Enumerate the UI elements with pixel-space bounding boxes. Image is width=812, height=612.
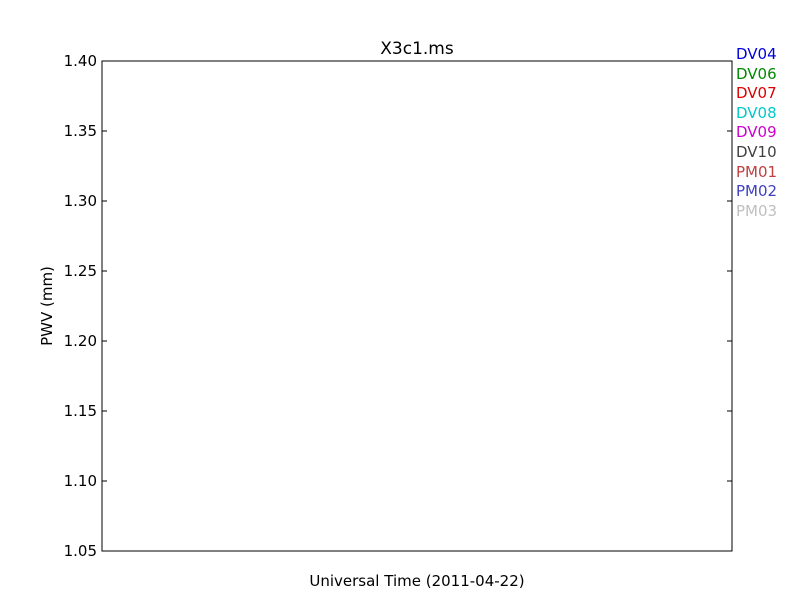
legend-item-dv06: DV06 (736, 64, 777, 83)
y-tick-label: 1.10 (64, 472, 97, 490)
y-tick-label: 1.30 (64, 192, 97, 210)
y-tick-label: 1.20 (64, 332, 97, 350)
legend-item-dv08: DV08 (736, 103, 777, 122)
axes: 1.051.101.151.201.251.301.351.4000:3001:… (64, 52, 732, 560)
x-axis-label: Universal Time (2011-04-22) (309, 572, 524, 590)
y-tick-label: 1.15 (64, 402, 97, 420)
y-tick-label: 1.35 (64, 122, 97, 140)
plot-frame (101, 60, 733, 552)
legend-item-pm01: PM01 (736, 162, 778, 181)
chart-title: X3c1.ms (380, 39, 454, 59)
legend: DV04 DV06 DV07 DV08 DV09 DV10 PM01 PM02 PM03 (736, 45, 777, 221)
legend-item-pm03: PM03 (736, 201, 778, 220)
y-tick-label: 1.25 (64, 262, 97, 280)
y-tick-label: 1.05 (64, 542, 97, 560)
y-tick-label: 1.40 (64, 52, 97, 70)
legend-item-dv07: DV07 (736, 84, 777, 103)
legend-item-pm02: PM02 (736, 182, 778, 201)
legend-item-dv04: DV04 (736, 45, 777, 63)
y-axis-label: PWV (mm) (38, 266, 56, 346)
legend-item-dv10: DV10 (736, 142, 777, 161)
legend-item-dv09: DV09 (736, 123, 777, 142)
